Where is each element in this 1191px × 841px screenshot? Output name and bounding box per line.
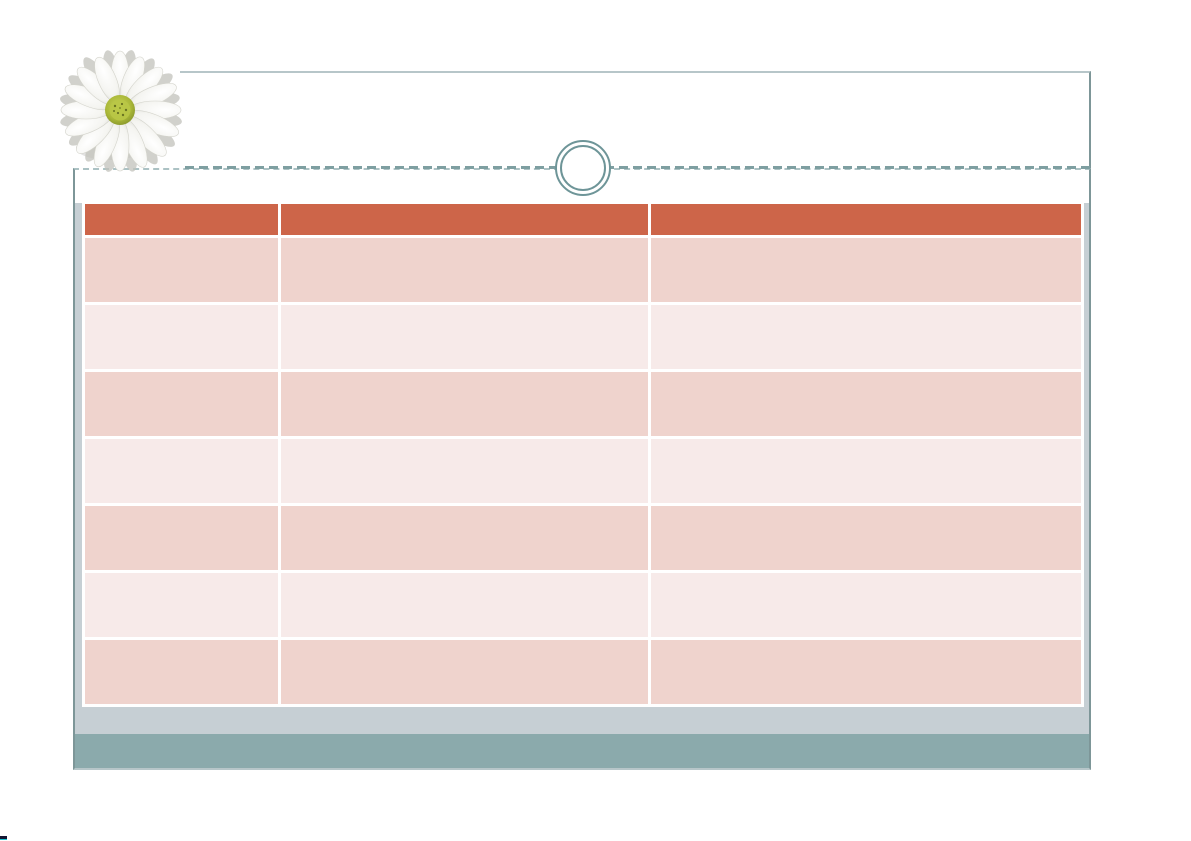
flower-petals — [60, 50, 182, 172]
teal-footer-band — [75, 734, 1089, 768]
flower-center — [105, 95, 135, 125]
table-row — [85, 573, 1081, 637]
table-header-row — [85, 204, 1081, 235]
table-cell — [651, 372, 1081, 436]
table-body — [85, 238, 1081, 704]
daisy-flower-image — [60, 50, 182, 172]
table-row — [85, 640, 1081, 704]
table-header-cell — [281, 204, 648, 235]
screen-artifact — [0, 836, 7, 840]
inner-ring-icon — [560, 145, 606, 191]
double-ring-ornament-icon — [555, 140, 611, 196]
table-cell — [651, 640, 1081, 704]
table-cell — [85, 305, 278, 369]
table-row — [85, 305, 1081, 369]
dashed-divider-line — [185, 166, 1091, 169]
table-cell — [85, 238, 278, 302]
table-row — [85, 372, 1081, 436]
table-cell — [281, 238, 648, 302]
table-cell — [651, 305, 1081, 369]
table-cell — [85, 439, 278, 503]
table-cell — [85, 506, 278, 570]
table-cell — [85, 573, 278, 637]
table-cell — [281, 305, 648, 369]
table-row — [85, 506, 1081, 570]
table-header-cell — [85, 204, 278, 235]
table-cell — [281, 372, 648, 436]
table-cell — [281, 439, 648, 503]
table-row — [85, 439, 1081, 503]
table-cell — [651, 506, 1081, 570]
title-placeholder-box — [180, 71, 1091, 168]
table-cell — [281, 573, 648, 637]
table-cell — [85, 640, 278, 704]
table-cell — [651, 439, 1081, 503]
table-header-row — [85, 204, 1081, 235]
slide-table — [82, 201, 1084, 707]
table-cell — [651, 238, 1081, 302]
table-cell — [281, 506, 648, 570]
table-cell — [85, 372, 278, 436]
table-cell — [281, 640, 648, 704]
table-header-cell — [651, 204, 1081, 235]
table-row — [85, 238, 1081, 302]
table-cell — [651, 573, 1081, 637]
